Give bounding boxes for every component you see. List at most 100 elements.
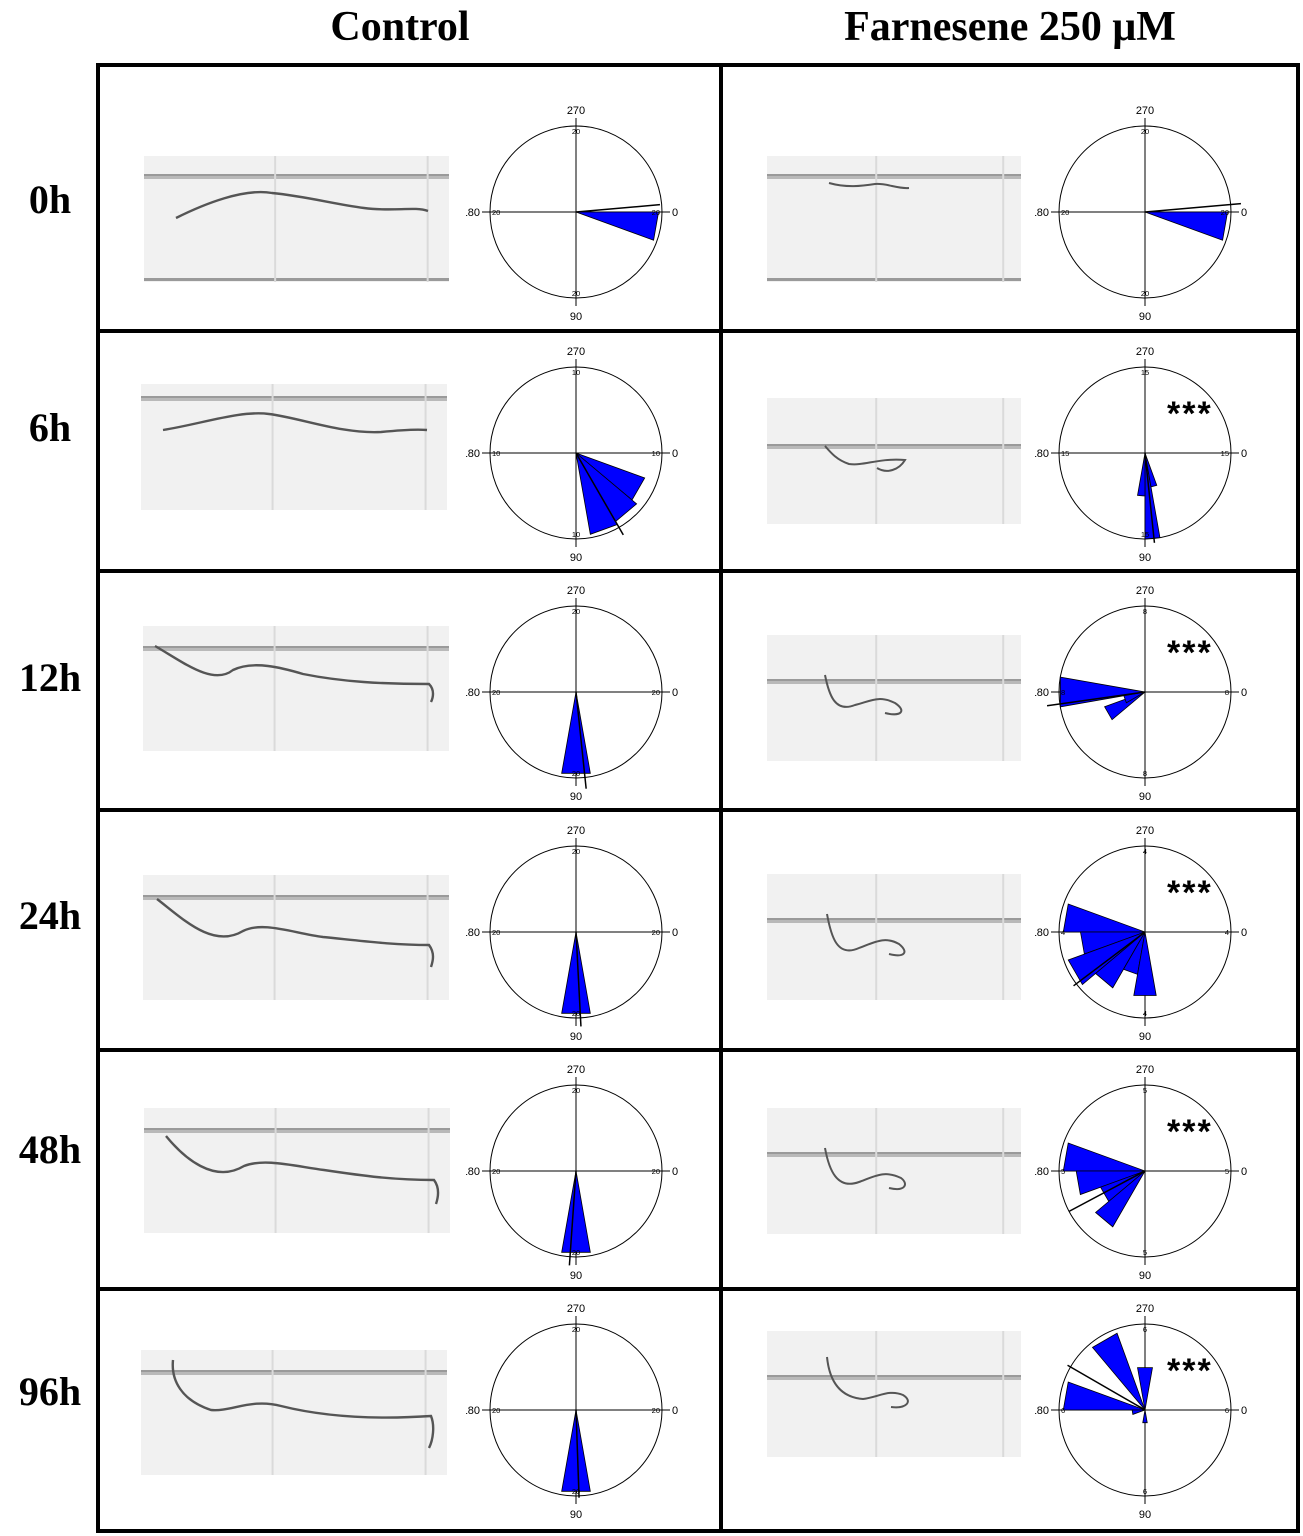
axis-label-180: 180 xyxy=(466,1166,480,1178)
root-trace xyxy=(826,913,906,957)
scale-label-bottom: 20 xyxy=(1141,289,1149,298)
rose-plot-farnesene-6h: 0 180 270 90 15 15 15 15 xyxy=(1035,346,1247,564)
row-label-96h: 96h xyxy=(18,1369,82,1414)
scale-label-bottom: 4 xyxy=(1143,1009,1147,1018)
axis-label-90: 90 xyxy=(1139,1031,1151,1043)
axis-label-90: 90 xyxy=(570,1270,582,1282)
scale-label-left: 15 xyxy=(1061,449,1069,458)
axis-label-270: 270 xyxy=(1136,346,1154,358)
rose-plot-farnesene-24h: 0 180 270 90 4 4 4 4 xyxy=(1035,825,1247,1043)
rose-plot-control-0h: 0 180 270 90 20 20 20 20 xyxy=(466,105,678,323)
axis-label-0: 0 xyxy=(672,207,678,219)
scale-label-bottom: 5 xyxy=(1143,1248,1147,1257)
scale-label-right: 10 xyxy=(652,449,660,458)
scale-label-right: 20 xyxy=(652,928,660,937)
axis-label-180: 180 xyxy=(466,927,480,939)
scale-label-right: 20 xyxy=(652,208,660,217)
rose-plot-farnesene-48h: 0 180 270 90 5 5 5 5 xyxy=(1035,1064,1247,1282)
axis-label-270: 270 xyxy=(1136,825,1154,837)
rose-wedge xyxy=(561,931,591,1014)
mean-direction-line xyxy=(1144,202,1242,213)
root-trace xyxy=(162,412,428,434)
axis-label-90: 90 xyxy=(570,552,582,564)
axis-label-90: 90 xyxy=(570,1509,582,1521)
scale-label-bottom: 20 xyxy=(572,1009,580,1018)
scale-label-left: 8 xyxy=(1061,688,1065,697)
scale-label-right: 20 xyxy=(652,688,660,697)
mean-direction-line xyxy=(575,203,661,213)
scale-label-right: 8 xyxy=(1225,688,1229,697)
grid-divider-row-2 xyxy=(96,569,1300,573)
seedling-photo-control-0h xyxy=(144,156,449,282)
rose-wedge xyxy=(1142,1409,1148,1424)
axis-label-0: 0 xyxy=(1241,1405,1247,1417)
rose-wedge xyxy=(1062,1142,1146,1172)
rose-wedge xyxy=(1137,452,1146,497)
mean-direction-line xyxy=(575,1409,580,1498)
axis-label-270: 270 xyxy=(567,346,585,358)
root-trace xyxy=(824,445,907,472)
rose-plot-farnesene-12h: 0 180 270 90 8 8 8 8 xyxy=(1035,585,1247,803)
rose-wedge xyxy=(575,211,660,241)
rose-plot-control-6h: 0 180 270 90 10 10 10 10 xyxy=(466,346,678,564)
rose-plot-control-48h: 0 180 270 90 20 20 20 20 xyxy=(466,1064,678,1282)
root-trace xyxy=(154,644,435,703)
scale-label-left: 5 xyxy=(1061,1167,1065,1176)
axis-label-180: 180 xyxy=(1035,207,1049,219)
column-header-farnesene: Farnesene 250 μM xyxy=(844,4,1176,50)
scale-label-bottom: 15 xyxy=(1141,530,1149,539)
axis-label-270: 270 xyxy=(567,1303,585,1315)
axis-label-0: 0 xyxy=(1241,207,1247,219)
scale-label-left: 20 xyxy=(492,1167,500,1176)
axis-label-180: 180 xyxy=(1035,927,1049,939)
axis-label-0: 0 xyxy=(672,448,678,460)
scale-label-top: 10 xyxy=(572,368,580,377)
figure-grid xyxy=(96,63,1300,1533)
axis-label-180: 180 xyxy=(466,448,480,460)
rose-wedge xyxy=(1062,1381,1146,1411)
rose-wedge xyxy=(561,1409,591,1492)
scale-label-top: 20 xyxy=(572,1086,580,1095)
axis-label-180: 180 xyxy=(1035,448,1049,460)
seedling-photo-farnesene-6h xyxy=(767,398,1021,524)
mean-direction-line xyxy=(575,691,587,789)
scale-label-bottom: 20 xyxy=(572,1248,580,1257)
scale-label-top: 5 xyxy=(1143,1086,1147,1095)
scale-label-right: 15 xyxy=(1221,449,1229,458)
grid-divider-row-5 xyxy=(96,1287,1300,1291)
rose-wedge xyxy=(1094,1170,1146,1228)
axis-label-90: 90 xyxy=(1139,1270,1151,1282)
rose-wedge xyxy=(561,1170,591,1253)
seedling-photo-farnesene-0h xyxy=(767,156,1021,282)
root-trace xyxy=(156,898,435,968)
axis-label-0: 0 xyxy=(672,687,678,699)
axis-label-90: 90 xyxy=(1139,311,1151,323)
axis-label-180: 180 xyxy=(1035,687,1049,699)
scale-label-top: 8 xyxy=(1143,607,1147,616)
seedling-photo-control-96h xyxy=(141,1350,447,1475)
scale-label-bottom: 20 xyxy=(572,1487,580,1496)
seedling-photo-control-24h xyxy=(143,875,449,1000)
axis-label-90: 90 xyxy=(1139,791,1151,803)
grid-divider-row-3 xyxy=(96,808,1300,812)
scale-label-left: 10 xyxy=(492,449,500,458)
rose-wedge xyxy=(1059,676,1146,708)
significance-stars: *** xyxy=(1167,634,1213,672)
scale-label-left: 20 xyxy=(492,928,500,937)
row-label-12h: 12h xyxy=(18,655,82,700)
rose-wedge xyxy=(1133,931,1157,996)
scale-label-right: 20 xyxy=(652,1167,660,1176)
axis-label-90: 90 xyxy=(570,1031,582,1043)
axis-label-270: 270 xyxy=(1136,585,1154,597)
scale-label-left: 20 xyxy=(492,208,500,217)
root-trace xyxy=(165,1135,440,1205)
axis-label-0: 0 xyxy=(672,1405,678,1417)
seedling-photo-control-6h xyxy=(141,384,447,510)
scale-label-top: 20 xyxy=(572,607,580,616)
scale-label-top: 20 xyxy=(572,847,580,856)
scale-label-left: 20 xyxy=(492,1406,500,1415)
mean-direction-line xyxy=(568,1170,577,1266)
row-label-0h: 0h xyxy=(28,177,72,222)
scale-label-top: 6 xyxy=(1143,1325,1147,1334)
rose-plot-farnesene-96h: 0 180 270 90 6 6 6 6 xyxy=(1035,1303,1247,1521)
